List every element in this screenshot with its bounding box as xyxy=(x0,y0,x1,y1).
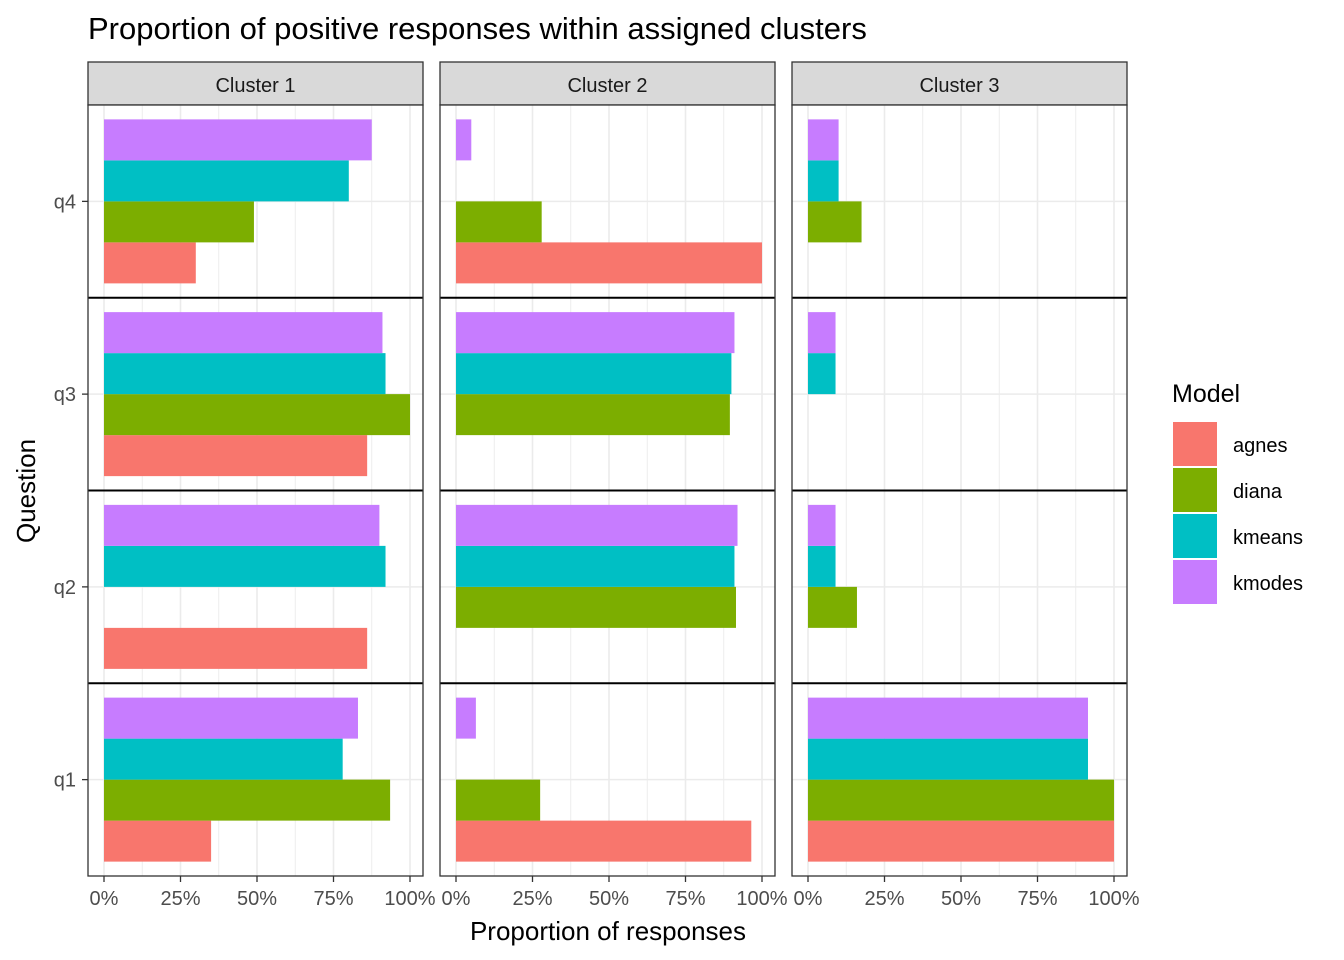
facet-strip xyxy=(791,61,1128,106)
legend-label-diana: diana xyxy=(1233,481,1283,503)
x-tick-label: 0% xyxy=(442,888,471,910)
bar-kmeans-q2 xyxy=(808,545,836,587)
bar-kmeans-q3 xyxy=(456,353,732,395)
bar-kmodes-q4 xyxy=(104,119,372,161)
x-axis-title: Proportion of responses xyxy=(470,916,746,946)
panels-layer: Cluster 1 0% 25% 50% 75% 100% Cluster 2 0% 25% 50… xyxy=(54,61,1140,910)
bar-agnes-q2 xyxy=(104,627,368,669)
panel-border xyxy=(439,104,776,877)
facet-strip xyxy=(87,61,424,106)
x-tick-label: 0% xyxy=(90,888,119,910)
x-tick-label: 25% xyxy=(864,888,904,910)
bar-kmodes-q3 xyxy=(104,312,383,354)
x-tick-label: 75% xyxy=(313,888,353,910)
bar-kmodes-q1 xyxy=(808,697,1088,739)
x-tick-label: 50% xyxy=(589,888,629,910)
bar-kmeans-q3 xyxy=(808,353,836,395)
legend-label-kmodes: kmodes xyxy=(1233,573,1303,595)
bar-kmodes-q4 xyxy=(456,119,472,161)
bar-agnes-q4 xyxy=(104,242,196,284)
bar-kmodes-q3 xyxy=(808,312,836,354)
bar-diana-q1 xyxy=(808,779,1114,821)
legend-key-diana xyxy=(1173,468,1217,512)
legend-label-agnes: agnes xyxy=(1233,435,1288,457)
x-tick-label: 100% xyxy=(1088,888,1139,910)
bar-diana-q1 xyxy=(456,779,541,821)
bar-agnes-q1 xyxy=(104,820,212,862)
panel-cluster-3: Cluster 3 0% 25% 50% 75% 100% xyxy=(791,61,1140,910)
y-tick-label: q4 xyxy=(54,191,76,213)
facet-label: Cluster 1 xyxy=(215,75,295,97)
bar-diana-q4 xyxy=(808,201,862,243)
panel-cluster-2: Cluster 2 0% 25% 50% 75% 100% xyxy=(439,61,788,910)
legend-title: Model xyxy=(1172,380,1240,408)
bar-diana-q3 xyxy=(104,394,410,436)
bar-kmodes-q1 xyxy=(456,697,476,739)
bar-kmeans-q1 xyxy=(104,738,343,780)
x-tick-label: 75% xyxy=(665,888,705,910)
legend-label-kmeans: kmeans xyxy=(1233,527,1303,549)
bar-diana-q4 xyxy=(104,201,254,243)
y-tick-label: q1 xyxy=(54,770,76,792)
x-tick-label: 100% xyxy=(384,888,435,910)
bar-agnes-q3 xyxy=(104,435,368,477)
x-tick-label: 100% xyxy=(736,888,787,910)
bar-kmeans-q4 xyxy=(808,160,839,202)
y-axis: q4 q3 q2 q1 xyxy=(54,191,88,792)
bar-kmodes-q4 xyxy=(808,119,839,161)
bar-diana-q3 xyxy=(456,394,730,436)
bar-kmodes-q2 xyxy=(104,504,380,546)
bar-kmeans-q4 xyxy=(104,160,349,202)
bar-kmodes-q3 xyxy=(456,312,735,354)
y-tick-label: q3 xyxy=(54,384,76,406)
bar-diana-q4 xyxy=(456,201,542,243)
facet-label: Cluster 3 xyxy=(919,75,999,97)
bar-diana-q2 xyxy=(808,586,857,628)
bar-kmodes-q1 xyxy=(104,697,358,739)
bar-kmeans-q2 xyxy=(456,545,735,587)
legend: Model agnes diana kmeans kmodes xyxy=(1172,380,1303,604)
legend-key-agnes xyxy=(1173,422,1217,466)
y-tick-label: q2 xyxy=(54,577,76,599)
x-tick-label: 50% xyxy=(237,888,277,910)
bar-agnes-q1 xyxy=(808,820,1114,862)
facet-strip xyxy=(439,61,776,106)
bar-kmodes-q2 xyxy=(808,504,836,546)
bar-kmeans-q2 xyxy=(104,545,386,587)
x-tick-label: 25% xyxy=(160,888,200,910)
bar-diana-q1 xyxy=(104,779,391,821)
bar-agnes-q1 xyxy=(456,820,752,862)
x-tick-label: 75% xyxy=(1017,888,1057,910)
chart-title: Proportion of positive responses within … xyxy=(88,11,867,46)
bar-kmeans-q3 xyxy=(104,353,386,395)
y-axis-title: Question xyxy=(11,439,41,543)
x-tick-label: 0% xyxy=(794,888,823,910)
panel-cluster-1: Cluster 1 0% 25% 50% 75% 100% xyxy=(87,61,436,910)
bar-agnes-q4 xyxy=(456,242,762,284)
bar-kmeans-q1 xyxy=(808,738,1088,780)
panel-border xyxy=(87,104,424,877)
bar-diana-q2 xyxy=(456,586,736,628)
legend-key-kmeans xyxy=(1173,514,1217,558)
facet-label: Cluster 2 xyxy=(567,75,647,97)
panel-border xyxy=(791,104,1128,877)
bar-kmodes-q2 xyxy=(456,504,738,546)
x-tick-label: 25% xyxy=(512,888,552,910)
legend-key-kmodes xyxy=(1173,560,1217,604)
x-tick-label: 50% xyxy=(941,888,981,910)
